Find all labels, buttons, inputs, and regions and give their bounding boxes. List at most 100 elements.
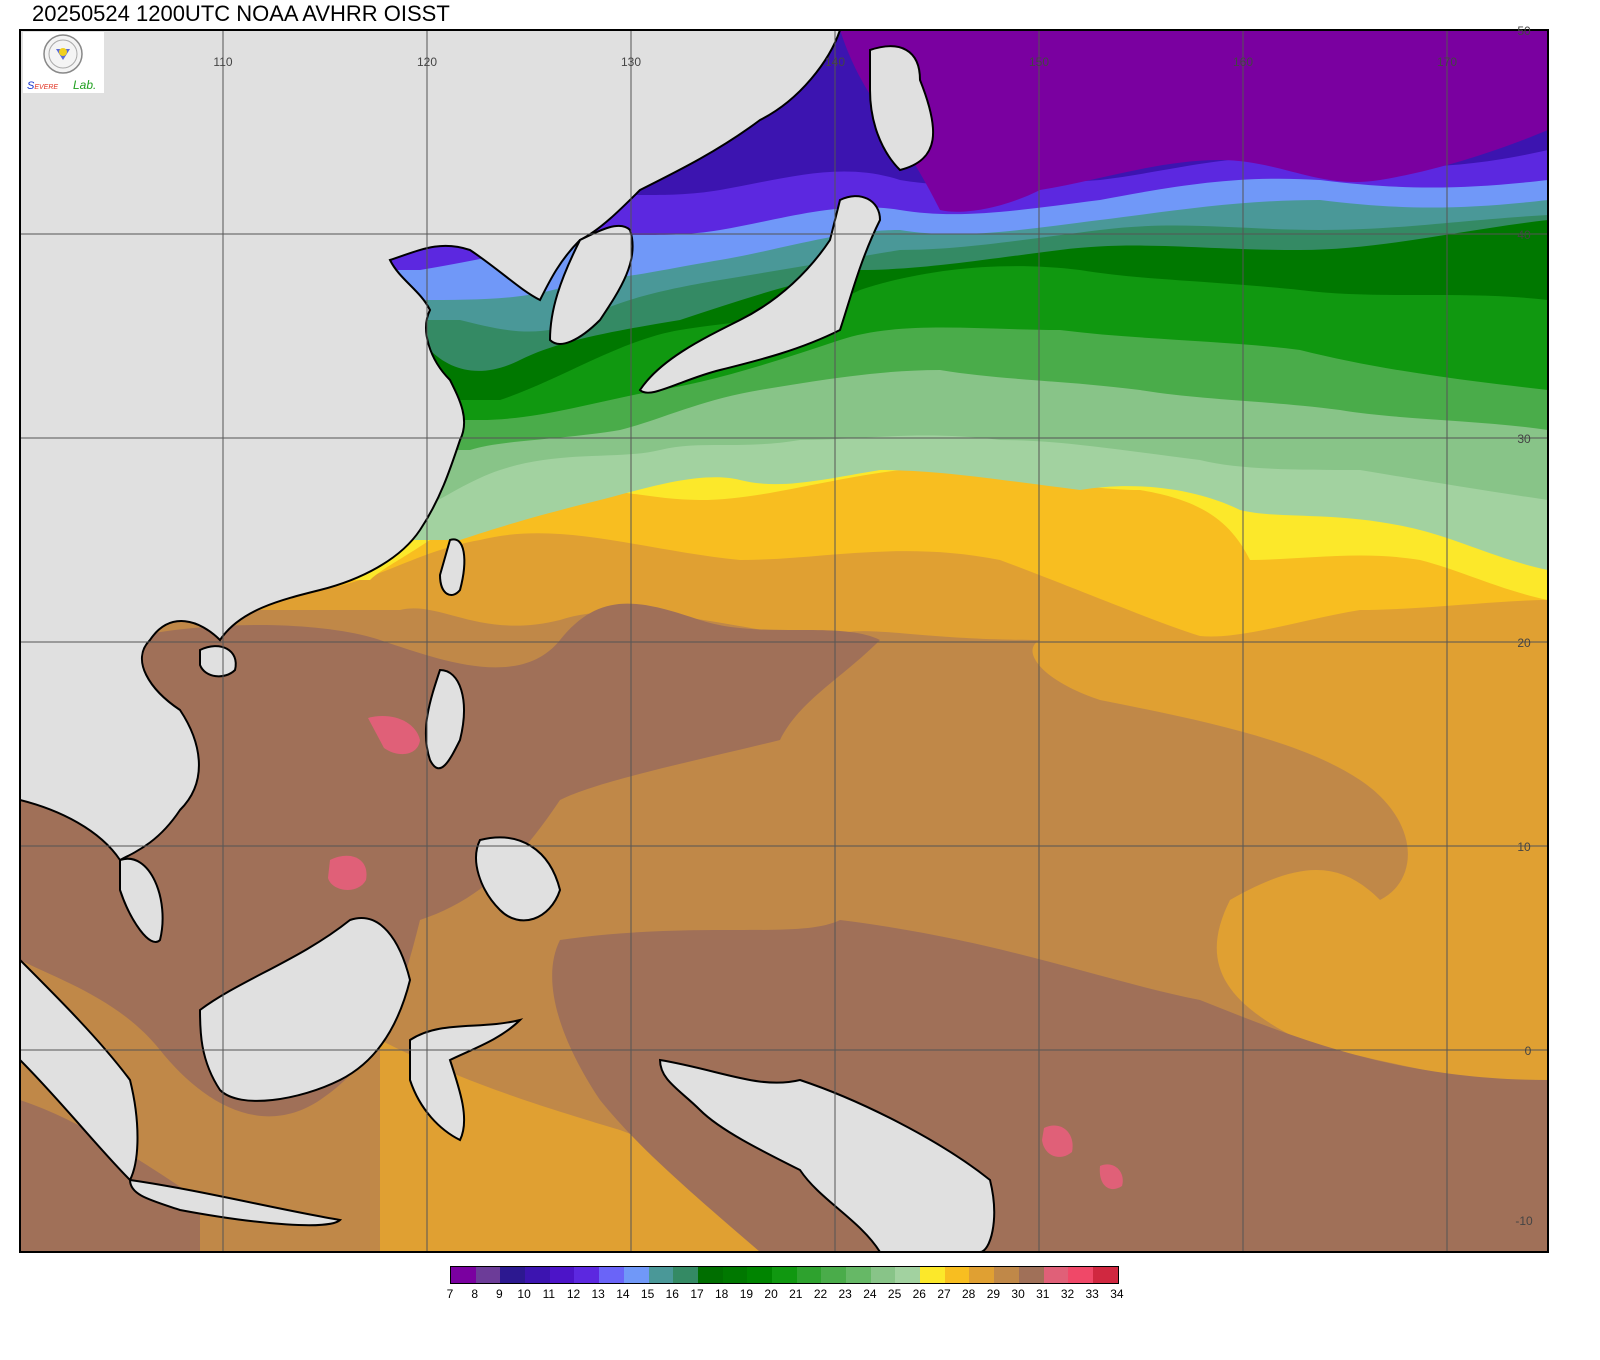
lon-tick: 130 [621,55,641,69]
lon-tick: 140 [825,55,845,69]
colorbar-label: 22 [813,1287,828,1301]
colorbar-label: 14 [616,1287,630,1301]
sst-29-south [380,1040,980,1252]
colorbar-swatch [747,1267,772,1283]
land-korea [548,224,634,345]
colorbar-label: 7 [446,1287,454,1301]
colorbar-swatch [623,1267,649,1283]
colorbar-label: 13 [591,1287,605,1301]
land-japan [638,195,882,394]
sst-32-patch [328,855,367,890]
colorbar-label: 21 [789,1287,803,1301]
colorbar-swatch [796,1267,822,1283]
colorbar-label: 20 [764,1287,778,1301]
colorbar-swatch [549,1267,575,1283]
colorbar-swatch [599,1267,624,1283]
colorbar-swatch [969,1267,995,1283]
lat-tick: 50 [1517,24,1531,38]
colorbar-swatch [500,1267,526,1283]
colorbar-swatch [821,1267,846,1283]
colorbar-swatch [673,1267,698,1283]
colorbar-swatch [574,1267,600,1283]
lat-tick: 0 [1525,1044,1532,1058]
colorbar-swatch [722,1267,748,1283]
colorbar-swatch [451,1267,476,1283]
colorbar-label: 34 [1110,1287,1124,1301]
colorbar-swatch [846,1267,871,1283]
sst-32-patch [368,716,420,755]
sst-32-patch [1099,1164,1123,1190]
colorbar-label: 15 [640,1287,655,1301]
colorbar-label: 31 [1036,1287,1050,1301]
colorbar-swatch [994,1267,1019,1283]
colorbar-swatch [870,1267,896,1283]
colorbar-label: 18 [715,1287,729,1301]
lat-tick: 30 [1517,432,1531,446]
colorbar-label: 17 [690,1287,704,1301]
colorbar-swatch [475,1267,501,1283]
colorbar-swatch [944,1267,970,1283]
colorbar-label: 11 [542,1287,556,1301]
colorbar-label: 26 [912,1287,926,1301]
land-mindanao [475,836,562,922]
colorbar-label: 10 [517,1287,531,1301]
lab-logo: SEVERE Lab. [23,32,104,93]
colorbar-label: 25 [887,1287,902,1301]
colorbar-label: 32 [1060,1287,1075,1301]
land [20,30,996,1252]
map-title: 20250524 1200UTC NOAA AVHRR OISST [32,1,450,26]
land-java [128,1178,343,1227]
colorbar-swatch [771,1267,797,1283]
colorbar [450,1266,1119,1284]
colorbar-swatch [1068,1267,1093,1283]
sst-31-west [20,1100,200,1252]
land-luzon [424,668,465,770]
colorbar-label: 28 [962,1287,976,1301]
lon-tick: 170 [1437,55,1457,69]
sst-map: 110 120 130 140 150 160 170 50 40 30 20 … [19,24,1549,1253]
colorbar-label: 30 [1011,1287,1025,1301]
colorbar-label: 27 [937,1287,951,1301]
colorbar-swatch [1018,1267,1044,1283]
colorbar-label: 23 [838,1287,852,1301]
lat-tick: 20 [1517,636,1531,650]
lat-tick: 40 [1517,228,1531,242]
lon-tick: 110 [213,55,232,69]
colorbar-label: 8 [471,1287,479,1301]
land-hainan [199,645,237,678]
colorbar-label: 16 [665,1287,679,1301]
lon-tick: 120 [417,55,437,69]
colorbar-label: 24 [863,1287,877,1301]
colorbar-label: 9 [496,1287,503,1301]
land-sumatra [20,958,139,1182]
lon-tick: 150 [1029,55,1049,69]
svg-text:Lab.: Lab. [73,78,96,92]
colorbar-swatch [1092,1267,1118,1283]
land-asia [20,30,842,862]
land-new-guinea [658,1058,996,1252]
colorbar-labels: 7 8 9 10 11 12 13 14 15 16 17 18 19 20 21 22 23 24 25 26 27 2… [440,1287,1140,1303]
land-hokkaido [869,45,935,172]
lat-tick: 10 [1517,840,1531,854]
land-malay [119,857,164,943]
lon-tick: 160 [1233,55,1253,69]
land-taiwan [438,538,466,596]
map-frame [19,29,1549,1253]
land-borneo [198,917,412,1102]
sst-7-region [840,30,1548,212]
gridlines [20,30,1548,1252]
lat-tick: -10 [1515,1214,1533,1228]
colorbar-swatch [1043,1267,1069,1283]
colorbar-label: 19 [739,1287,754,1301]
colorbar-swatch [525,1267,550,1283]
colorbar-swatch [697,1267,723,1283]
svg-text:SEVERE: SEVERE [27,80,58,92]
colorbar-label: 29 [986,1287,1001,1301]
sst-32-patch [1042,1125,1073,1157]
colorbar-swatch [920,1267,945,1283]
colorbar-label: 33 [1085,1287,1099,1301]
colorbar-label: 12 [566,1287,581,1301]
seal-icon: SEVERE Lab. [27,34,96,92]
colorbar-swatch [895,1267,921,1283]
colorbar-swatch [648,1267,674,1283]
